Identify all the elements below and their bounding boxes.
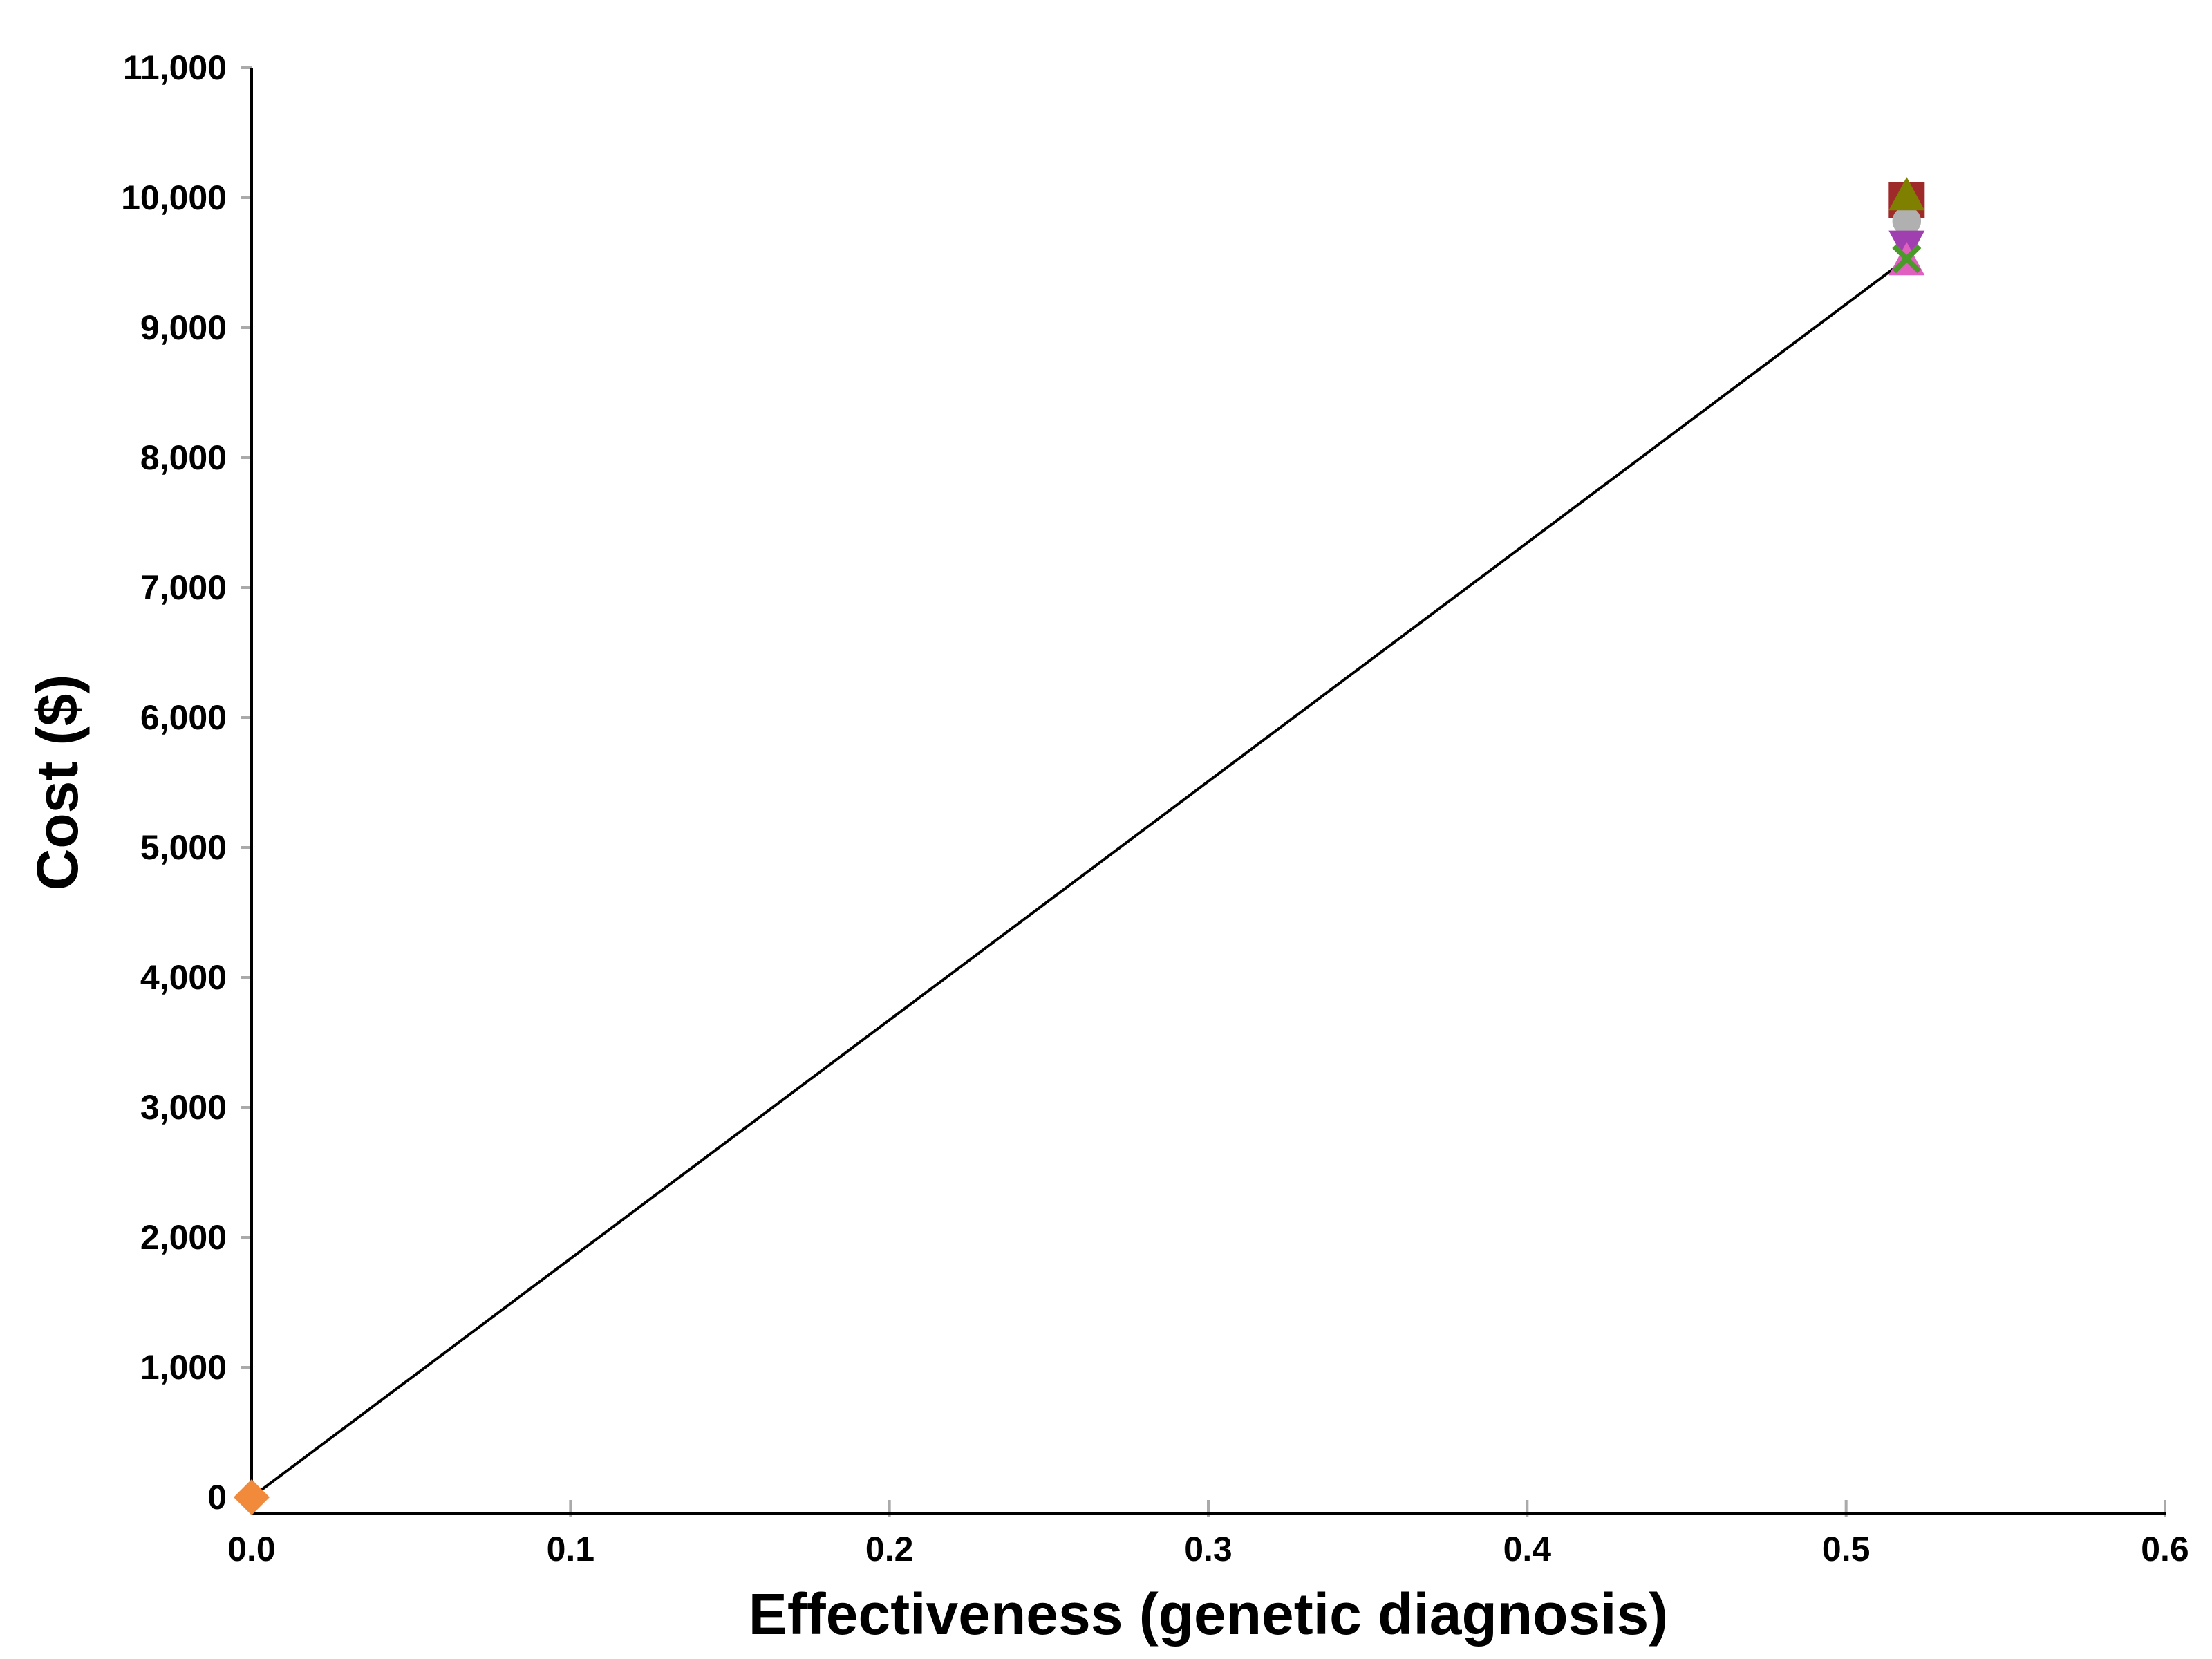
x-tick-label: 0.2: [865, 1530, 914, 1568]
frontier-line-layer: [250, 257, 1908, 1499]
data-points: [234, 177, 1925, 1515]
data-point-triangle-up: [1888, 177, 1925, 211]
y-tick-label: 4,000: [140, 958, 227, 997]
y-tick-label: 5,000: [140, 828, 227, 867]
x-tick-label: 0.6: [2141, 1530, 2189, 1568]
tick-labels: 0 1,000 2,000 3,000 4,000 5,000 6,000 7,000 8,00…: [121, 48, 2189, 1568]
y-tick-label: 9,000: [140, 308, 227, 347]
data-point-diamond: [234, 1479, 270, 1515]
y-tick-label: 2,000: [140, 1218, 227, 1257]
x-tick-label: 0.3: [1184, 1530, 1232, 1568]
y-tick-label: 10,000: [121, 178, 227, 217]
x-tick-label: 0.1: [547, 1530, 595, 1568]
y-tick-label: 1,000: [140, 1348, 227, 1387]
x-tick-label: 0.4: [1503, 1530, 1552, 1568]
y-tick-label: 7,000: [140, 568, 227, 607]
y-tick-label: 0: [207, 1478, 227, 1517]
y-tick-label: 6,000: [140, 698, 227, 737]
axes: [250, 68, 2166, 1515]
x-tick-label: 0.5: [1822, 1530, 1871, 1568]
x-tick-label: 0.0: [227, 1530, 276, 1568]
y-tick-label: 3,000: [140, 1088, 227, 1127]
y-axis-title: Cost ($): [25, 675, 90, 891]
frontier-line: [250, 257, 1908, 1499]
data-point-x: [1892, 244, 1922, 274]
data-point-circle: [1892, 207, 1922, 236]
y-tick-label: 8,000: [140, 438, 227, 477]
tick-marks: [241, 66, 2166, 1517]
x-axis-title: Effectiveness (genetic diagnosis): [749, 1582, 1668, 1647]
y-tick-label: 11,000: [123, 48, 227, 87]
